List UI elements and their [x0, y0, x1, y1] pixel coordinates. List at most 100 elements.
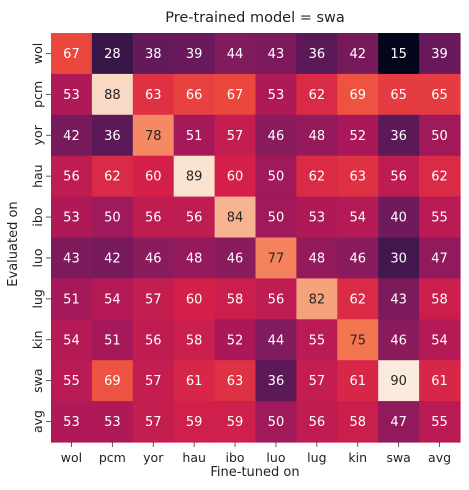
cell-value-label: 46: [390, 333, 407, 348]
heatmap-cell-lug-luo: [255, 278, 297, 320]
cell-value-label: 66: [186, 88, 203, 103]
cell-value-label: 77: [268, 251, 285, 266]
heatmap-cell-swa-lug: [296, 360, 338, 402]
cell-value-label: 47: [431, 251, 448, 266]
heatmap-cell-lug-yor: [132, 278, 175, 320]
cell-value-label: 39: [431, 47, 448, 62]
heatmap-cell-ibo-hau: [173, 196, 216, 239]
heatmap-cell-kin-avg: [419, 319, 461, 361]
cell-value-label: 60: [227, 170, 244, 185]
heatmap-cell-swa-luo: [255, 360, 297, 402]
heatmap-cell-luo-lug: [296, 237, 338, 279]
heatmap-cell-luo-luo: [255, 237, 297, 279]
cell-value-label: 55: [431, 211, 448, 226]
cell-value-label: 51: [63, 292, 80, 307]
heatmap-cell-wol-ibo: [214, 33, 257, 75]
x-tick-label-wol: wol: [61, 450, 82, 465]
cell-value-label: 44: [268, 333, 285, 348]
cell-value-label: 82: [309, 292, 326, 307]
heatmap-cell-kin-kin: [337, 319, 379, 361]
heatmap-cell-hau-swa: [378, 155, 420, 198]
heatmap-cell-pcm-pcm: [91, 73, 134, 116]
heatmap-cell-luo-yor: [132, 237, 175, 279]
heatmap-cell-yor-pcm: [91, 114, 134, 157]
heatmap-cell-hau-hau: [173, 155, 216, 198]
heatmap-cell-hau-luo: [255, 155, 297, 198]
cell-value-label: 36: [268, 374, 285, 389]
heatmap-cell-hau-wol: [51, 155, 93, 198]
cell-value-label: 63: [227, 374, 244, 389]
heatmap-cell-avg-yor: [132, 401, 175, 443]
heatmap-cell-yor-yor: [132, 114, 175, 157]
cell-value-label: 69: [349, 88, 366, 103]
y-tick-label-luo: luo: [30, 248, 45, 267]
heatmap-cell-hau-kin: [337, 155, 379, 198]
y-tick-label-yor: yor: [30, 124, 45, 145]
cell-value-label: 50: [104, 211, 121, 226]
y-tick-label-hau: hau: [30, 164, 45, 188]
cell-value-label: 65: [431, 88, 448, 103]
cell-value-label: 39: [186, 47, 203, 62]
heatmap-cell-pcm-luo: [255, 73, 297, 116]
cell-value-label: 62: [309, 88, 326, 103]
cell-value-label: 46: [349, 251, 366, 266]
heatmap-cell-lug-avg: [419, 278, 461, 320]
cell-value-label: 46: [145, 251, 162, 266]
cell-value-label: 51: [104, 333, 121, 348]
cell-value-label: 42: [63, 129, 80, 144]
x-tick-label-avg: avg: [428, 450, 451, 465]
x-tick-labels: wol pcm yor hau ibo luo lug kin swa avg: [61, 442, 451, 465]
heatmap-cell-kin-wol: [51, 319, 93, 361]
cell-value-label: 62: [104, 170, 121, 185]
heatmap-cell-yor-hau: [173, 114, 216, 157]
heatmap-cell-kin-swa: [378, 319, 420, 361]
cell-value-label: 57: [309, 374, 326, 389]
y-tick-label-swa: swa: [30, 368, 45, 392]
cell-value-label: 43: [63, 251, 80, 266]
heatmap-cell-pcm-ibo: [214, 73, 257, 116]
y-tick-label-avg: avg: [30, 410, 45, 433]
heatmap-cell-luo-pcm: [91, 237, 134, 279]
heatmap-cell-hau-avg: [419, 155, 461, 198]
heatmap-cells: 67 28 38 39 44 43 36 42 15 39 53 88 63 66 67 53 62 69 65 65…: [51, 33, 461, 443]
heatmap-cell-ibo-kin: [337, 196, 379, 239]
heatmap-cell-kin-pcm: [91, 319, 134, 361]
heatmap-cell-luo-hau: [173, 237, 216, 279]
cell-value-label: 62: [309, 170, 326, 185]
heatmap-cell-ibo-avg: [419, 196, 461, 239]
heatmap-cell-hau-lug: [296, 155, 338, 198]
cell-value-label: 63: [145, 88, 162, 103]
x-tick-label-yor: yor: [143, 450, 164, 465]
cell-value-label: 44: [227, 47, 244, 62]
heatmap-cell-avg-lug: [296, 401, 338, 443]
cell-value-label: 51: [186, 129, 203, 144]
cell-value-label: 54: [104, 292, 121, 307]
cell-value-label: 78: [145, 129, 162, 144]
heatmap-cell-lug-wol: [51, 278, 93, 320]
heatmap-cell-wol-swa: [378, 33, 420, 75]
heatmap-cell-yor-ibo: [214, 114, 257, 157]
heatmap-cell-kin-luo: [255, 319, 297, 361]
cell-value-label: 36: [309, 47, 326, 62]
cell-value-label: 69: [104, 374, 121, 389]
cell-value-label: 89: [186, 170, 203, 185]
x-tick-label-lug: lug: [307, 450, 326, 465]
y-tick-labels: wol pcm yor hau ibo luo lug kin swa avg: [30, 43, 51, 433]
y-tick-label-ibo: ibo: [30, 208, 45, 227]
heatmap-cell-kin-lug: [296, 319, 338, 361]
cell-value-label: 60: [145, 170, 162, 185]
heatmap-cell-swa-hau: [173, 360, 216, 402]
heatmap-cell-avg-avg: [419, 401, 461, 443]
cell-value-label: 62: [349, 292, 366, 307]
y-axis-label: Evaluated on: [6, 201, 21, 286]
cell-value-label: 55: [309, 333, 326, 348]
heatmap-cell-ibo-wol: [51, 196, 93, 239]
x-tick-label-ibo: ibo: [226, 450, 245, 465]
cell-value-label: 36: [104, 129, 121, 144]
heatmap-cell-yor-swa: [378, 114, 420, 157]
cell-value-label: 54: [431, 333, 448, 348]
y-tick-label-lug: lug: [30, 289, 45, 308]
cell-value-label: 46: [227, 251, 244, 266]
heatmap-cell-swa-wol: [51, 360, 93, 402]
y-tick-label-wol: wol: [30, 43, 45, 64]
